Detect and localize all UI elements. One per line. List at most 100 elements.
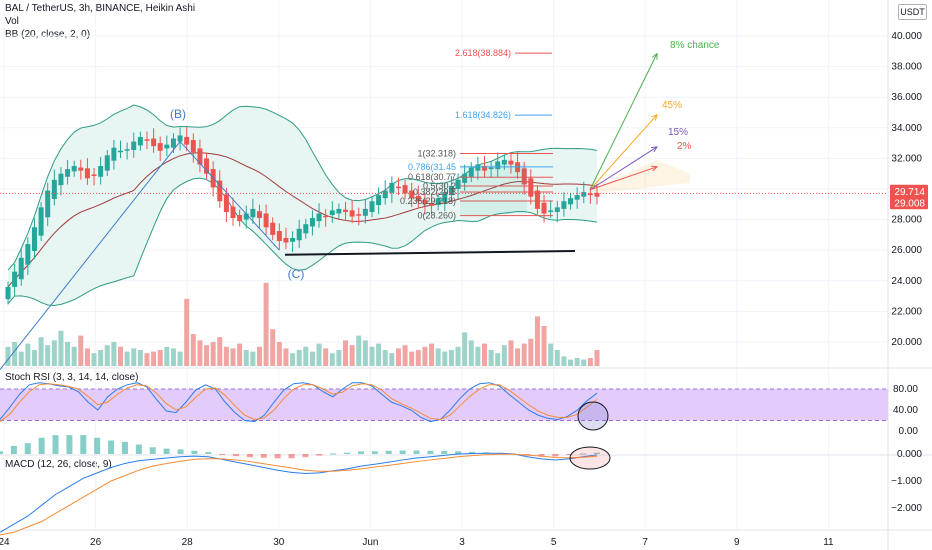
candle-body [290, 237, 296, 242]
volume-bar [343, 340, 349, 366]
projection-arrow [589, 53, 658, 190]
macd-histogram-bar [108, 440, 115, 454]
macd-histogram-bar [385, 450, 392, 454]
candle-body [256, 211, 262, 219]
macd-histogram-bar [455, 451, 462, 454]
candle-body [389, 182, 395, 193]
volume-bar [336, 350, 342, 366]
currency-button[interactable]: USDT [898, 4, 927, 20]
time-tick-label: 11 [823, 537, 834, 548]
volume-bar [561, 356, 567, 366]
support-line [284, 249, 576, 256]
volume-bar [515, 348, 521, 366]
macd-histogram-bar [52, 435, 59, 454]
candle-body [316, 213, 322, 222]
wave-label-c: (C) [288, 267, 305, 281]
volume-bar [177, 351, 183, 366]
candle-body [104, 155, 110, 171]
candle-body [488, 167, 494, 170]
candle-body [71, 166, 77, 172]
macd-histogram-bar [0, 451, 3, 454]
volume-bar [468, 340, 474, 366]
macd-line [0, 452, 598, 533]
stoch-k-line [0, 382, 598, 423]
candle-body [568, 198, 574, 205]
bb-lower-line [7, 177, 598, 307]
candle-body [51, 179, 57, 199]
price-tick-label: 24.000 [891, 276, 922, 287]
fib-label: 1(32.318) [417, 149, 456, 159]
volume-bar [541, 326, 547, 366]
macd-histogram-bar [149, 447, 156, 454]
candle-body [31, 227, 37, 251]
volume-bar [84, 348, 90, 366]
volume-bar [283, 348, 289, 366]
macd-histogram-bar [233, 454, 240, 457]
candle-body [118, 150, 124, 153]
fib-label: 0.618(30.77 [408, 172, 456, 182]
bb-legend: BB (20, close, 2, 0) [5, 29, 91, 40]
volume-bar [250, 351, 256, 366]
candle-body [349, 210, 355, 217]
projection-fan [590, 159, 690, 193]
volume-bar [270, 329, 276, 366]
volume-bar [455, 346, 461, 366]
macd-histogram-bar [399, 450, 406, 454]
volume-bar [45, 345, 51, 366]
candle-body [164, 144, 170, 149]
candle-body [170, 138, 176, 148]
fib-label: 0.236(29.218) [400, 196, 456, 206]
volume-bar [382, 350, 388, 366]
symbol-title: BAL / TetherUS, 3h, BINANCE, Heikin Ashi [5, 3, 196, 14]
volume-bar [91, 353, 97, 366]
candle-body [58, 173, 64, 186]
candle-body [475, 164, 481, 171]
wave-line [0, 141, 181, 370]
candle-body [581, 192, 587, 197]
arrow-head [651, 52, 658, 60]
volume-bar [190, 334, 196, 366]
macd-histogram-bar [38, 437, 45, 454]
candle-body [594, 192, 600, 197]
macd-tick-label: −2.000 [891, 503, 922, 514]
volume-bar [151, 351, 157, 366]
projection-label: 45% [662, 100, 682, 111]
time-tick-label: 28 [182, 537, 194, 548]
volume-bar [389, 353, 395, 366]
candle-body [422, 199, 428, 205]
volume-bar [18, 351, 24, 366]
price-tag-text: 29.714 [894, 187, 925, 198]
price-tag-bg [890, 196, 928, 210]
candle-body [528, 178, 534, 197]
volume-bar [303, 346, 309, 366]
macd-histogram-bar [10, 445, 17, 454]
candle-body [263, 213, 269, 228]
macd-histogram-bar [177, 449, 184, 454]
stoch-d-line [0, 383, 598, 422]
candle-body [336, 208, 342, 214]
volume-bar [184, 298, 190, 366]
candle-body [230, 206, 236, 219]
time-tick-label: 24 [0, 537, 10, 548]
volume-bar [296, 350, 302, 366]
volume-bar [263, 282, 269, 366]
volume-bar [435, 348, 441, 366]
macd-histogram-bar [121, 441, 128, 454]
main-pane [5, 104, 600, 366]
candle-body [429, 202, 435, 206]
macd-histogram-bar [552, 454, 559, 457]
volume-bar [481, 343, 487, 366]
volume-bar [58, 330, 64, 366]
volume-bar [104, 345, 110, 366]
candle-body [574, 195, 580, 200]
volume-bar [290, 353, 296, 366]
volume-bar [51, 340, 57, 366]
candle-body [409, 190, 415, 199]
volume-bar [243, 350, 249, 366]
volume-bar [5, 346, 11, 366]
candle-body [468, 167, 474, 177]
volume-bar [223, 346, 229, 366]
volume-bar [329, 353, 335, 366]
price-tag-text: 29.008 [894, 198, 925, 209]
